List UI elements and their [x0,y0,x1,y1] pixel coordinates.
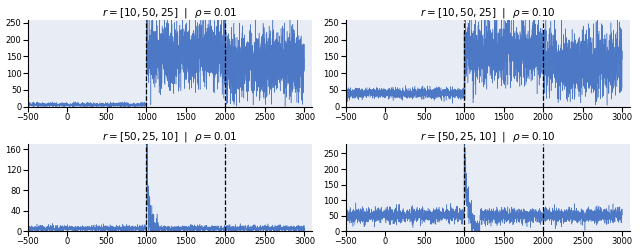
Title: $r=[10,50,25]$  |  $\rho=0.10$: $r=[10,50,25]$ | $\rho=0.10$ [420,6,556,20]
Title: $r=[10,50,25]$  |  $\rho=0.01$: $r=[10,50,25]$ | $\rho=0.01$ [102,6,237,20]
Title: $r=[50,25,10]$  |  $\rho=0.10$: $r=[50,25,10]$ | $\rho=0.10$ [420,130,556,144]
Title: $r=[50,25,10]$  |  $\rho=0.01$: $r=[50,25,10]$ | $\rho=0.01$ [102,130,237,144]
